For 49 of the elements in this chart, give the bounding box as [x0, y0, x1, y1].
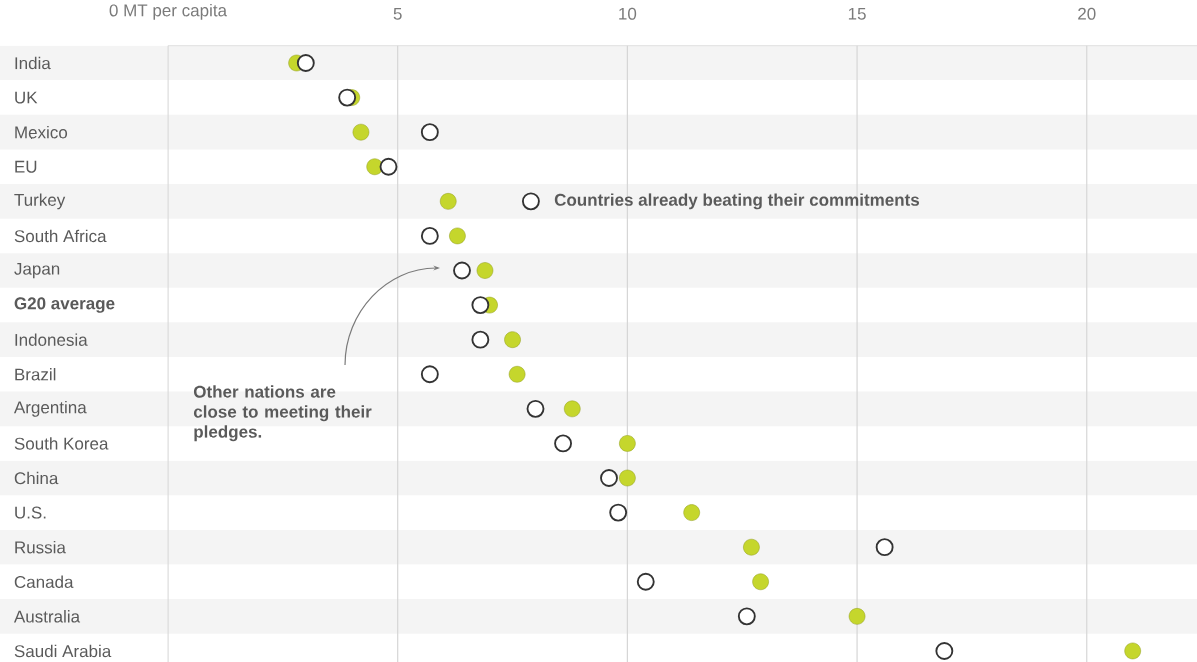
x-tick-label: 20	[1078, 7, 1096, 20]
point	[600, 469, 618, 487]
point	[420, 123, 439, 142]
y-tick-label: Australia	[13, 610, 81, 623]
point	[743, 538, 760, 556]
y-tick-label: Russia	[15, 540, 66, 554]
y-tick-label: Turkey	[14, 193, 66, 210]
annotation: Other nations are close to meeting their pledges.	[193, 385, 372, 442]
y-tick-label: India	[15, 56, 51, 70]
annotation: Countries already beating their commitments	[554, 193, 920, 210]
x-tick-label: 0 MT per capita	[109, 3, 228, 20]
y-tick-label: Argentina	[13, 400, 87, 417]
point	[476, 262, 494, 279]
point	[619, 435, 636, 452]
y-tick-label: Canada	[14, 575, 74, 589]
y-tick-label: Saudi Arabia	[14, 644, 112, 658]
point	[619, 469, 636, 487]
point	[453, 261, 471, 280]
y-tick-label: UK	[15, 91, 38, 104]
x-tick-label: 10	[619, 7, 637, 20]
x-tick-label: 15	[848, 7, 866, 20]
point	[471, 330, 490, 349]
y-tick-label: G20 average	[14, 297, 115, 313]
y-tick-label: South Korea	[14, 437, 109, 450]
y-tick-label: South Africa	[14, 229, 107, 243]
y-tick-label: EU	[15, 160, 37, 173]
point	[752, 573, 769, 591]
point	[521, 192, 540, 211]
point	[875, 538, 894, 557]
point	[508, 366, 526, 383]
y-tick-label: Brazil	[15, 368, 56, 381]
point	[683, 504, 700, 521]
y-tick-label: Indonesia	[15, 333, 88, 346]
y-tick-label: China	[14, 471, 59, 485]
point	[471, 296, 490, 315]
point	[504, 331, 521, 348]
y-tick-label: Mexico	[15, 125, 68, 139]
x-tick-label: 5	[393, 7, 402, 20]
point	[338, 88, 357, 107]
point	[563, 400, 581, 418]
y-tick-label: U.S.	[15, 506, 46, 519]
point	[449, 227, 466, 245]
point	[296, 54, 315, 72]
point	[737, 607, 756, 626]
point	[526, 399, 545, 418]
point	[352, 123, 370, 141]
y-tick-label: Japan	[14, 262, 60, 279]
point	[439, 193, 457, 210]
point	[848, 608, 866, 625]
